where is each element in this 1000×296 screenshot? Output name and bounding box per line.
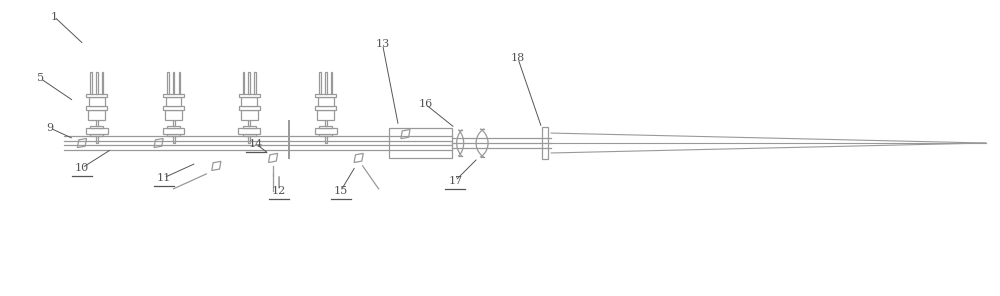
Bar xyxy=(243,126,256,128)
Bar xyxy=(319,72,321,94)
Bar xyxy=(88,110,105,120)
Bar xyxy=(389,128,452,158)
Bar xyxy=(166,97,181,106)
Bar xyxy=(331,72,332,94)
Bar xyxy=(248,72,250,94)
Bar xyxy=(163,94,184,97)
Bar xyxy=(241,110,258,120)
Bar xyxy=(86,128,108,133)
Bar xyxy=(317,110,334,120)
Text: 13: 13 xyxy=(375,39,390,49)
Bar xyxy=(315,106,336,110)
Text: 18: 18 xyxy=(511,53,525,63)
Bar xyxy=(163,128,184,133)
Bar xyxy=(167,126,180,128)
Bar xyxy=(243,133,256,136)
Polygon shape xyxy=(268,153,278,163)
Bar xyxy=(542,127,548,159)
Text: 12: 12 xyxy=(272,186,286,196)
Bar xyxy=(89,97,105,106)
Bar xyxy=(241,97,257,106)
Polygon shape xyxy=(154,139,163,148)
Bar xyxy=(238,128,260,133)
Text: 16: 16 xyxy=(418,99,432,109)
Bar xyxy=(325,72,327,94)
Bar xyxy=(248,120,250,126)
Bar xyxy=(96,120,98,126)
Bar xyxy=(86,94,107,97)
Bar xyxy=(167,133,180,136)
Bar xyxy=(319,126,332,128)
Bar xyxy=(173,136,175,143)
Bar xyxy=(315,94,336,97)
Bar xyxy=(173,72,174,94)
Bar xyxy=(96,72,98,94)
Bar xyxy=(243,72,244,94)
Polygon shape xyxy=(401,129,410,139)
Text: 14: 14 xyxy=(249,139,263,149)
Bar xyxy=(325,136,327,143)
Bar xyxy=(167,72,169,94)
Bar xyxy=(239,94,260,97)
Polygon shape xyxy=(77,139,87,148)
Bar xyxy=(254,72,256,94)
Text: 5: 5 xyxy=(37,73,44,83)
Polygon shape xyxy=(354,153,363,163)
Bar xyxy=(173,120,175,126)
Bar xyxy=(90,72,92,94)
Polygon shape xyxy=(212,161,221,170)
Bar xyxy=(86,106,107,110)
Bar xyxy=(96,136,98,143)
Bar xyxy=(102,72,103,94)
Bar xyxy=(90,133,103,136)
Text: 15: 15 xyxy=(334,186,348,196)
Bar xyxy=(248,136,250,143)
Bar xyxy=(239,106,260,110)
Bar xyxy=(318,97,334,106)
Bar xyxy=(90,126,103,128)
Text: 1: 1 xyxy=(51,12,58,22)
Bar xyxy=(163,106,184,110)
Bar xyxy=(315,128,337,133)
Text: 10: 10 xyxy=(75,163,89,173)
Bar xyxy=(165,110,182,120)
Bar xyxy=(179,72,180,94)
Bar xyxy=(325,120,327,126)
Bar xyxy=(319,133,332,136)
Text: 11: 11 xyxy=(156,173,171,183)
Text: 9: 9 xyxy=(47,123,54,133)
Text: 17: 17 xyxy=(448,176,462,186)
